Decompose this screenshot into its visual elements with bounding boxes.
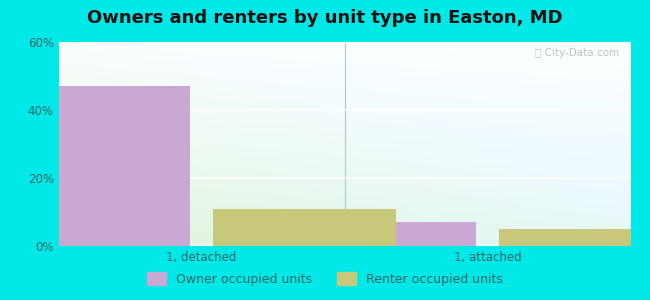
Text: Owners and renters by unit type in Easton, MD: Owners and renters by unit type in Easto… — [87, 9, 563, 27]
Bar — [7, 86, 190, 246]
Bar — [213, 208, 396, 246]
Bar — [499, 229, 650, 246]
Bar — [293, 222, 476, 246]
Legend: Owner occupied units, Renter occupied units: Owner occupied units, Renter occupied un… — [142, 267, 508, 291]
Text: ⓘ City-Data.com: ⓘ City-Data.com — [535, 48, 619, 58]
